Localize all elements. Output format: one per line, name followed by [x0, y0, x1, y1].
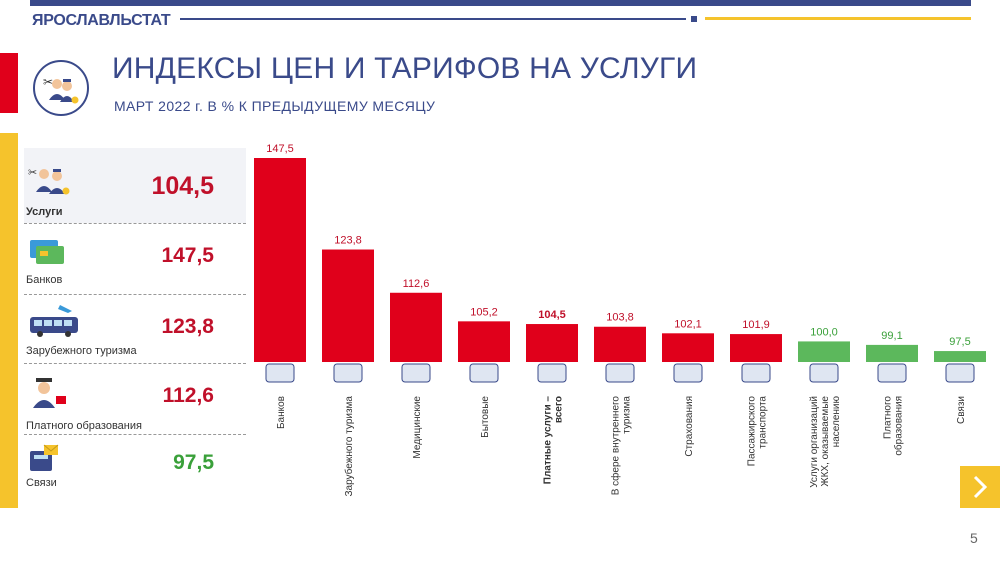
bar-9	[866, 344, 918, 362]
category-icon-3	[469, 363, 499, 383]
summary-item-banks: Банков 147,5	[24, 224, 246, 295]
bar-10	[934, 351, 986, 362]
category-icon-10	[945, 363, 975, 383]
category-label-2: Медицинские	[412, 396, 423, 459]
summary-value: 112,6	[162, 384, 214, 407]
bar-6	[662, 333, 714, 362]
value-label-5: 103,8	[606, 312, 634, 324]
bar-4	[526, 324, 578, 362]
category-label-7: Пассажирскоготранспорта	[747, 396, 769, 467]
bar-8	[798, 341, 850, 362]
value-label-1: 123,8	[334, 235, 362, 247]
category-label-9: Платногообразования	[883, 396, 905, 456]
services-people-icon: ✂	[33, 60, 89, 116]
bar-0	[254, 158, 306, 362]
category-icon-6	[673, 363, 703, 383]
value-label-4: 104,5	[538, 309, 566, 321]
value-label-8: 100,0	[810, 326, 838, 338]
telephone-icon	[28, 443, 68, 478]
summary-item-foreign-tourism: Зарубежного туризма 123,8	[24, 295, 246, 364]
category-icon-0	[265, 363, 295, 383]
divider	[24, 434, 246, 435]
left-accent-bar	[0, 133, 18, 508]
header-accent-line	[705, 17, 971, 20]
category-icon-5	[605, 363, 635, 383]
category-label-1: Зарубежного туризма	[343, 396, 355, 497]
category-label-5: В сфере внутреннеготуризма	[610, 396, 633, 496]
divider	[24, 223, 246, 224]
brand-logo: ЯРОСЛАВЛЬСТАТ	[32, 12, 171, 29]
summary-value: 97,5	[173, 451, 214, 474]
category-label-6: Страхования	[684, 396, 695, 457]
summary-label: Платного образования	[26, 420, 142, 432]
summary-label: Зарубежного туризма	[26, 345, 137, 357]
next-slide-button[interactable]	[960, 466, 1000, 508]
value-label-0: 147,5	[266, 143, 294, 155]
category-icon-9	[877, 363, 907, 383]
value-label-3: 105,2	[470, 306, 498, 318]
category-icon-4	[537, 363, 567, 383]
top-bar	[30, 0, 971, 6]
bar-7	[730, 334, 782, 362]
category-label-0: Банков	[276, 396, 287, 429]
bar-2	[390, 292, 442, 362]
bus-plane-icon	[28, 301, 80, 344]
page-title: ИНДЕКСЫ ЦЕН И ТАРИФОВ НА УСЛУГИ	[112, 52, 698, 85]
summary-item-communications: Связи 97,5	[24, 435, 246, 500]
category-icon-1	[333, 363, 363, 383]
summary-label: Услуги	[26, 206, 63, 218]
graduate-icon	[28, 376, 68, 413]
summary-value: 147,5	[161, 244, 214, 267]
category-label-8: Услуги организацийЖКХ, оказываемыенаселе…	[809, 396, 842, 488]
category-label-10: Связи	[956, 396, 967, 424]
summary-item-education: Платного образования 112,6	[24, 364, 246, 435]
category-icon-8	[809, 363, 839, 383]
summary-label: Связи	[26, 477, 57, 489]
bar-5	[594, 326, 646, 362]
value-label-2: 112,6	[403, 278, 430, 290]
value-label-6: 102,1	[674, 318, 702, 330]
svg-text:✂: ✂	[28, 166, 37, 179]
title-accent	[0, 53, 18, 113]
page-number: 5	[970, 530, 978, 546]
bank-card-icon	[28, 238, 68, 271]
header-line	[180, 18, 686, 20]
category-icon-7	[741, 363, 771, 383]
value-label-7: 101,9	[742, 319, 770, 331]
summary-label: Банков	[26, 274, 63, 286]
header-square	[691, 16, 697, 22]
divider	[24, 294, 246, 295]
bar-1	[322, 249, 374, 362]
category-label-4: Платные услуги –всего	[543, 396, 565, 485]
value-label-10: 97,5	[949, 336, 970, 348]
services-people-icon: ✂	[28, 162, 72, 201]
bar-3	[458, 321, 510, 362]
summary-item-services: ✂ Услуги 104,5	[24, 148, 246, 224]
summary-value: 123,8	[161, 315, 214, 338]
summary-value: 104,5	[151, 172, 214, 200]
svg-text:✂: ✂	[43, 75, 53, 89]
page-subtitle: МАРТ 2022 г. В % К ПРЕДЫДУЩЕМУ МЕСЯЦУ	[114, 98, 436, 114]
value-label-9: 99,1	[881, 330, 902, 342]
chevron-right-icon	[973, 475, 988, 499]
divider	[24, 363, 246, 364]
category-label-3: Бытовые	[480, 396, 491, 438]
category-icon-2	[401, 363, 431, 383]
